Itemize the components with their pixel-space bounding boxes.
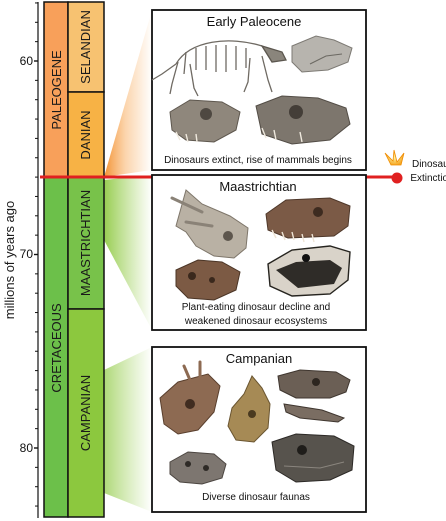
tick-label-70: 70: [20, 247, 34, 261]
event-label-line2: Extinction: [410, 173, 446, 184]
campanian-connector: [104, 347, 152, 512]
mammal-skeleton-fossil: [151, 40, 287, 97]
panel-caption-maastrichtian-line1: Plant-eating dinosaur decline and: [182, 302, 330, 313]
panel-early-paleocene: Early Paleocene Dinosaurs extinct, rise …: [151, 9, 367, 171]
axis-title: millions of years ago: [2, 201, 17, 320]
period-paleogene: [43, 1, 69, 178]
ceratopsian-skull-fossil: [159, 360, 221, 435]
tyrannosaur-skull-fossil: [277, 369, 351, 423]
panel-campanian: Campanian Diverse dinos: [151, 346, 367, 513]
tyrannosaur-skull-fossil: [265, 197, 351, 243]
panel-maastrichtian: Maastrichtian Plant-eating dinosaur decl…: [151, 174, 367, 331]
stage-label-maastrichtian: MAASTRICHTIAN: [78, 190, 93, 296]
time-axis: 60 70 80 millions of years ago: [2, 2, 39, 518]
panel-caption-maastrichtian-line2: weakened dinosaur ecosystems: [184, 316, 327, 327]
hadrosaur-skull-fossil: [267, 245, 351, 297]
ankylosaur-skull-fossil: [175, 259, 241, 301]
panel-title-campanian: Campanian: [226, 351, 293, 366]
panel-caption-early-paleocene: Dinosaurs extinct, rise of mammals begin…: [164, 155, 352, 166]
tick-label-80: 80: [20, 441, 34, 455]
stage-label-selandian: SELANDIAN: [78, 10, 93, 84]
axis-ticks: [34, 2, 38, 507]
stage-campanian: [67, 308, 105, 518]
panel-title-early-paleocene: Early Paleocene: [207, 14, 302, 29]
paleocene-connector: [104, 10, 152, 177]
hadrosaur-skull-fossil: [227, 375, 271, 443]
period-label-paleogene: PALEOGENE: [49, 50, 64, 130]
mammal-skull-fossil: [169, 99, 241, 143]
mammal-jaw-fossil: [291, 35, 353, 73]
stage-maastrichtian: [67, 176, 105, 310]
period-label-cretaceous: CRETACEOUS: [49, 303, 64, 393]
meteor-burst-icon: [384, 149, 405, 166]
maastrichtian-connector: [104, 175, 152, 330]
extinction-marker: [391, 172, 403, 184]
tick-label-60: 60: [20, 54, 34, 68]
hadrosaur-skull-fossil: [271, 433, 355, 483]
event-label-line1: Dinosaur: [412, 159, 446, 170]
stage-label-danian: DANIAN: [78, 110, 93, 159]
mammal-skull-fossil: [255, 95, 351, 145]
panel-title-maastrichtian: Maastrichtian: [219, 179, 296, 194]
panel-caption-campanian: Diverse dinosaur faunas: [202, 492, 310, 503]
stage-label-campanian: CAMPANIAN: [78, 375, 93, 451]
period-cretaceous: [43, 176, 69, 518]
triceratops-skull-fossil: [170, 189, 249, 259]
ankylosaur-skull-fossil: [169, 451, 227, 485]
